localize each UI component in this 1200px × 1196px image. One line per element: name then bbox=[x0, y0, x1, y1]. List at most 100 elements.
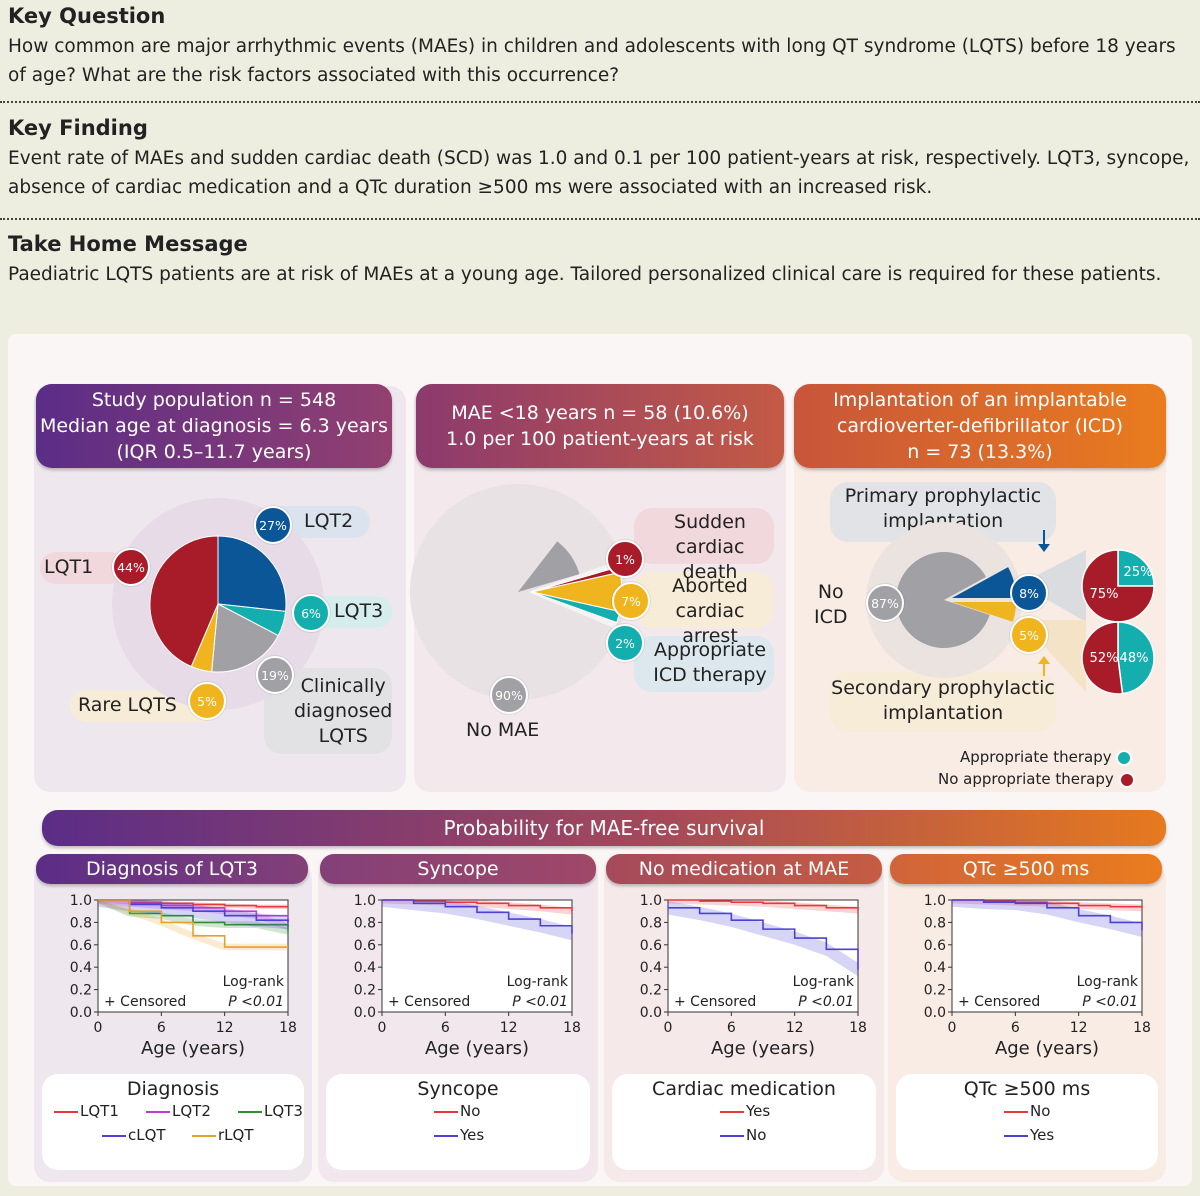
icd-header: Implantation of an implantable cardiovert… bbox=[794, 384, 1166, 468]
x-tick-label: 12 bbox=[216, 1020, 234, 1036]
aca-pill bbox=[634, 572, 774, 628]
y-tick-label: 0.0 bbox=[70, 1005, 92, 1021]
scd-pill bbox=[634, 508, 774, 564]
aca-badge: 7% bbox=[612, 582, 650, 620]
ci-band-yes bbox=[952, 900, 1142, 937]
legend-item: rLQT bbox=[192, 1126, 254, 1144]
take-home-heading: Take Home Message bbox=[8, 232, 248, 256]
lqt1-badge: 44% bbox=[112, 548, 150, 586]
teal-dot-icon bbox=[1116, 749, 1133, 766]
legend-4: QTc ≥500 ms No Yes bbox=[896, 1074, 1158, 1170]
y-tick-label: 0.0 bbox=[354, 1005, 376, 1021]
legend-1: Diagnosis LQT1 LQT2 LQT3 cLQT rLQT bbox=[42, 1074, 304, 1170]
legend-item: No bbox=[1004, 1102, 1050, 1120]
y-tick-label: 0.0 bbox=[924, 1005, 946, 1021]
y-tick-label: 0.4 bbox=[640, 960, 662, 976]
key-question-text: How common are major arrhythmic events (… bbox=[8, 36, 1176, 86]
rare-badge: 5% bbox=[188, 682, 226, 720]
take-home-text: Paediatric LQTS patients are at risk of … bbox=[8, 264, 1162, 285]
logrank-label: Log-rank bbox=[793, 974, 855, 990]
lqt3-badge: 6% bbox=[292, 594, 330, 632]
y-tick-label: 0.8 bbox=[924, 915, 946, 931]
y-tick-label: 1.0 bbox=[70, 893, 92, 909]
divider bbox=[0, 218, 1200, 220]
x-tick-label: 12 bbox=[1070, 1020, 1088, 1036]
secondary-pill bbox=[830, 672, 1056, 732]
split-label-none: 52% bbox=[1090, 651, 1119, 666]
survival-title-bar: Probability for MAE-free survival bbox=[42, 810, 1166, 846]
arrow-up-icon bbox=[1038, 656, 1050, 664]
y-tick-label: 0.8 bbox=[640, 915, 662, 931]
pie-slice-no-mae bbox=[518, 541, 580, 592]
split-slice-primary-none bbox=[1081, 549, 1155, 623]
rare-label: Rare LQTS bbox=[78, 694, 177, 716]
p-value-label: P <0.01 bbox=[512, 994, 568, 1010]
take-home-section: Take Home Message Paediatric LQTS patien… bbox=[8, 232, 1193, 289]
logrank-label: Log-rank bbox=[507, 974, 569, 990]
pie-slice-no-icd bbox=[896, 552, 990, 648]
x-axis-label: Age (years) bbox=[711, 1038, 815, 1059]
legend-title: Syncope bbox=[417, 1078, 499, 1100]
plot-area bbox=[667, 899, 859, 1013]
key-question-section: Key Question How common are major arrhyt… bbox=[8, 4, 1193, 90]
split-slice-primary-appropriate bbox=[1117, 549, 1155, 587]
pie-slice-clinically-diagnosed-lqts bbox=[211, 603, 279, 673]
icd-therapy-pill bbox=[634, 636, 774, 692]
split-label-appropriate: 48% bbox=[1120, 651, 1149, 666]
x-tick-label: 6 bbox=[1011, 1020, 1020, 1036]
legend-item: Yes bbox=[434, 1126, 484, 1144]
icd-therapy-label: Appropriate ICD therapy bbox=[653, 639, 767, 686]
secondary-badge: 5% bbox=[1010, 616, 1048, 654]
legend-appropriate: Appropriate therapy bbox=[960, 748, 1133, 766]
legend-title: Cardiac medication bbox=[652, 1078, 836, 1100]
legend-item: Yes bbox=[720, 1102, 770, 1120]
central-illustration-panel: Study population n = 548 Median age at di… bbox=[8, 334, 1192, 1186]
no-mae-label: No MAE bbox=[466, 719, 540, 741]
y-tick-label: 0.8 bbox=[70, 915, 92, 931]
legend-title: QTc ≥500 ms bbox=[963, 1078, 1091, 1100]
censored-note: + Censored bbox=[104, 994, 186, 1010]
red-dot-icon bbox=[1118, 771, 1135, 788]
legend-3: Cardiac medication Yes No bbox=[612, 1074, 876, 1170]
icd-therapy-badge: 2% bbox=[606, 624, 644, 662]
split-slice-secondary-appropriate bbox=[1117, 621, 1155, 694]
y-tick-label: 0.8 bbox=[354, 915, 376, 931]
arrow-down-icon bbox=[1038, 544, 1050, 552]
pie-slice-lqt1 bbox=[149, 535, 219, 668]
split-label-none: 75% bbox=[1090, 587, 1119, 602]
panel-title-1: Diagnosis of LQT3 bbox=[36, 854, 308, 884]
p-value-label: P <0.01 bbox=[228, 994, 284, 1010]
population-header: Study population n = 548 Median age at di… bbox=[36, 384, 392, 468]
clin-badge: 19% bbox=[256, 656, 294, 694]
ci-band-no bbox=[668, 901, 858, 977]
x-tick-label: 18 bbox=[563, 1020, 581, 1036]
km-curve-yes bbox=[382, 899, 573, 934]
y-tick-label: 0.2 bbox=[924, 983, 946, 999]
x-tick-label: 6 bbox=[157, 1020, 166, 1036]
x-tick-label: 12 bbox=[786, 1020, 804, 1036]
y-tick-label: 0.6 bbox=[70, 938, 92, 954]
x-axis-label: Age (years) bbox=[141, 1038, 245, 1059]
km-curve-no bbox=[668, 907, 859, 970]
x-tick-label: 12 bbox=[500, 1020, 518, 1036]
ci-band-rlqt bbox=[98, 900, 288, 951]
no-icd-badge: 87% bbox=[866, 584, 904, 622]
x-tick-label: 0 bbox=[94, 1020, 103, 1036]
censored-note: + Censored bbox=[958, 994, 1040, 1010]
km-plot-3: 0.0 0.2 0.4 0.6 0.8 1.0 0 6 12 18 Age (years) + Cen… bbox=[640, 893, 867, 1059]
panel-title-4: QTc ≥500 ms bbox=[890, 854, 1162, 884]
y-tick-label: 1.0 bbox=[640, 893, 662, 909]
y-tick-label: 0.6 bbox=[924, 938, 946, 954]
x-tick-label: 6 bbox=[727, 1020, 736, 1036]
ci-band-yes bbox=[382, 900, 572, 941]
key-finding-heading: Key Finding bbox=[8, 116, 148, 140]
pie-slice-lqt2 bbox=[217, 535, 287, 612]
censored-note: + Censored bbox=[388, 994, 470, 1010]
pie-slice-secondary bbox=[952, 602, 1016, 622]
ci-band-lqt2 bbox=[98, 900, 288, 931]
mae-pie bbox=[410, 484, 626, 700]
y-tick-label: 0.2 bbox=[70, 983, 92, 999]
lqt2-badge: 27% bbox=[254, 506, 292, 544]
y-tick-label: 0.6 bbox=[354, 938, 376, 954]
connector-primary bbox=[1020, 550, 1086, 622]
